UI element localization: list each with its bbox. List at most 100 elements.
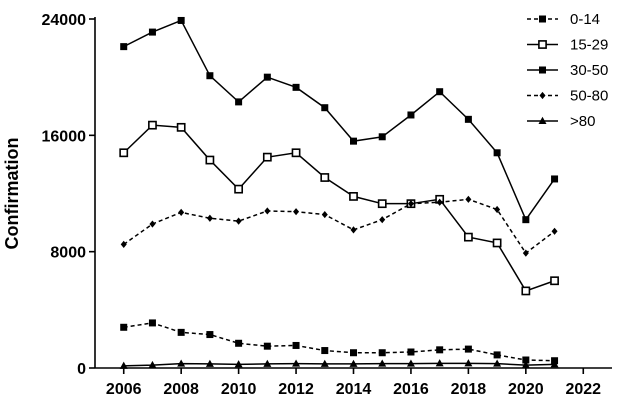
data-point	[493, 359, 502, 367]
legend-label: 50-80	[570, 88, 608, 105]
data-point	[206, 72, 214, 80]
data-point	[234, 360, 243, 368]
series-line	[123, 362, 555, 367]
data-point	[292, 359, 301, 367]
data-point	[349, 192, 358, 201]
data-point	[551, 227, 558, 235]
data-point	[493, 351, 501, 359]
data-point	[206, 331, 214, 339]
x-tick-label: 2022	[565, 381, 601, 398]
x-tick-label: 2020	[508, 381, 544, 398]
legend-label: 0-14	[570, 11, 600, 28]
data-point	[550, 276, 559, 286]
data-point	[350, 226, 357, 234]
series-4	[119, 359, 559, 369]
data-point	[177, 16, 185, 24]
data-point	[120, 43, 128, 51]
data-point	[407, 200, 414, 208]
data-point	[119, 361, 128, 369]
data-point	[435, 359, 444, 367]
data-point	[263, 73, 271, 81]
series-0	[120, 319, 559, 365]
legend-marker	[538, 40, 547, 49]
x-tick-label: 2010	[221, 381, 257, 398]
legend-item: >80	[527, 113, 595, 130]
legend-marker	[539, 91, 546, 100]
data-point	[120, 323, 128, 331]
data-point	[379, 216, 386, 224]
data-point	[263, 342, 271, 350]
legend-label: 30-50	[570, 62, 608, 79]
data-point	[551, 175, 559, 183]
data-point	[492, 238, 502, 248]
data-point	[234, 184, 244, 194]
y-tick-label: 8000	[50, 245, 86, 262]
data-point	[465, 195, 472, 203]
data-point	[148, 120, 157, 130]
legend-item: 15-29	[527, 37, 608, 54]
legend-marker	[539, 15, 546, 23]
data-point	[321, 210, 328, 219]
data-point	[235, 339, 243, 347]
data-point	[235, 217, 242, 225]
data-point	[293, 208, 300, 216]
series-line	[123, 198, 556, 255]
data-point	[378, 133, 386, 141]
data-point	[493, 149, 501, 157]
data-point	[407, 111, 415, 119]
legend-item: 0-14	[527, 11, 600, 28]
data-point	[291, 148, 301, 158]
legend: 0-14 15-29 30-50 50-80 >80	[527, 11, 608, 130]
y-tick-label: 0	[77, 361, 86, 378]
data-point	[378, 349, 386, 357]
data-point	[264, 207, 271, 215]
data-point	[521, 360, 530, 369]
data-point	[320, 359, 329, 367]
data-point	[406, 359, 415, 367]
legend-label: >80	[570, 113, 595, 130]
data-point	[292, 83, 300, 91]
data-point	[522, 356, 530, 364]
data-point	[377, 199, 387, 209]
x-tick-label: 2006	[106, 381, 142, 398]
series-line	[123, 124, 555, 292]
series-2	[120, 16, 559, 224]
axes: 0 8000 16000 24000 2006 2008 2010 2012 2014 2016 2…	[42, 12, 612, 398]
data-point	[321, 104, 329, 112]
series-line	[123, 19, 556, 222]
data-point	[436, 88, 444, 96]
legend-item: 30-50	[527, 62, 608, 79]
data-point	[350, 349, 357, 357]
data-point	[436, 198, 443, 206]
data-point	[262, 152, 272, 162]
data-point	[464, 115, 472, 123]
data-point	[320, 173, 330, 182]
x-tick-label: 2014	[336, 381, 372, 398]
data-point	[522, 249, 529, 257]
data-point	[463, 232, 473, 242]
data-point	[350, 137, 357, 145]
series-3	[120, 195, 558, 257]
data-point	[149, 220, 156, 228]
data-point	[235, 98, 243, 106]
legend-marker	[539, 66, 546, 74]
data-point	[177, 328, 185, 336]
data-point	[550, 360, 559, 368]
data-point	[378, 359, 387, 367]
data-point	[321, 347, 329, 355]
data-point	[119, 148, 129, 158]
data-point	[177, 359, 186, 367]
data-point	[464, 359, 473, 367]
y-tick-label: 16000	[42, 128, 87, 145]
series-line	[123, 322, 555, 362]
data-point	[206, 214, 213, 222]
data-point	[205, 359, 214, 367]
series-layer	[119, 16, 559, 369]
data-point	[263, 359, 272, 367]
data-point	[148, 319, 156, 327]
legend-marker	[538, 116, 547, 124]
data-point	[407, 348, 415, 356]
data-point	[522, 216, 530, 224]
data-point	[349, 359, 358, 367]
